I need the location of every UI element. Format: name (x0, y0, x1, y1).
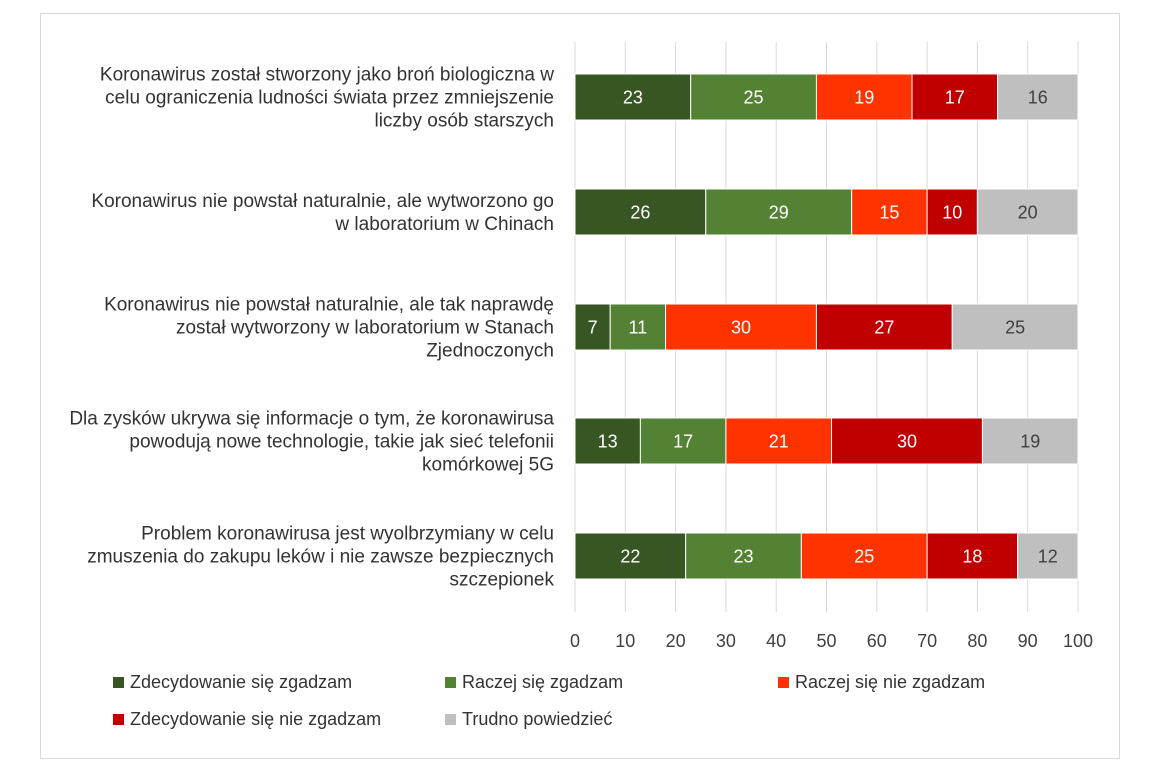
bar-segment (976, 188, 1079, 236)
bar-segment (574, 303, 611, 351)
data-label: 19 (854, 88, 874, 108)
category-label-line: Dla zysków ukrywa się informacje o tym, … (69, 409, 554, 430)
legend-swatch (778, 677, 789, 688)
data-label: 17 (945, 88, 965, 108)
bar-segment (665, 303, 817, 351)
legend-swatch (445, 714, 456, 725)
legend-label: Raczej się zgadzam (462, 672, 623, 692)
data-label: 15 (879, 203, 899, 223)
bar-segment (851, 188, 928, 236)
bar-segment (609, 303, 667, 351)
bar-segment (725, 417, 833, 465)
data-label: 25 (744, 88, 764, 108)
category-label-line: Zjednoczonych (426, 341, 554, 362)
bar-segment (926, 188, 978, 236)
bar-segment (574, 417, 641, 465)
category-label-line: powodują nowe technologie, takie jak sie… (129, 432, 554, 453)
data-label: 30 (897, 432, 917, 452)
data-label: 17 (673, 432, 693, 452)
data-label: 7 (588, 318, 598, 338)
data-labels: 23 25 19 17 16 26 29 15 10 20 7 11 30 27 25 13 17 21 30 19 2… (588, 88, 1058, 567)
category-label: Problem koronawirusa jest wyolbrzymiany … (87, 524, 554, 591)
data-label: 13 (598, 432, 618, 452)
bar-segment (831, 417, 983, 465)
category-label-line: komórkowej 5G (422, 455, 554, 476)
bar-segment (639, 417, 727, 465)
category-label-line: Problem koronawirusa jest wyolbrzymiany … (141, 524, 554, 545)
tick-label-20: 20 (666, 631, 686, 651)
bar-segment (815, 303, 953, 351)
tick-label-70: 70 (917, 631, 937, 651)
legend-label: Trudno powiedzieć (462, 709, 612, 729)
legend-label: Zdecydowanie się zgadzam (130, 672, 352, 692)
legend-swatch (113, 714, 124, 725)
tick-label-40: 40 (766, 631, 786, 651)
tick-label-10: 10 (615, 631, 635, 651)
x-axis-ticks: 0 10 20 30 40 50 60 70 80 90 100 (570, 631, 1093, 651)
bar-segment (685, 532, 802, 580)
data-label: 21 (769, 432, 789, 452)
category-label-line: zmuszenia do zakupu leków i nie zawsze b… (87, 547, 554, 568)
category-label: Koronawirus został stworzony jako broń b… (100, 65, 554, 132)
bar-segment (951, 303, 1079, 351)
category-label: Dla zysków ukrywa się informacje o tym, … (69, 409, 554, 476)
category-label-line: Koronawirus nie powstał naturalnie, ale … (91, 191, 554, 212)
data-label: 23 (623, 88, 643, 108)
category-label-line: Koronawirus nie powstał naturalnie, ale … (104, 295, 554, 316)
category-label-line: liczby osób starszych (374, 111, 554, 132)
bar-segment (1017, 532, 1079, 580)
legend-swatch (445, 677, 456, 688)
tick-label-90: 90 (1018, 631, 1038, 651)
category-label-line: szczepionek (449, 570, 554, 591)
tick-label-0: 0 (570, 631, 580, 651)
data-label: 29 (769, 203, 789, 223)
tick-label-30: 30 (716, 631, 736, 651)
data-label: 27 (874, 318, 894, 338)
bar-segment (997, 73, 1079, 121)
data-label: 23 (733, 547, 753, 567)
legend-label: Raczej się nie zgadzam (795, 672, 985, 692)
data-label: 30 (731, 318, 751, 338)
legend-swatch (113, 677, 124, 688)
category-label-line: celu ograniczenia ludności świata przez … (105, 88, 554, 109)
tick-label-80: 80 (967, 631, 987, 651)
data-label: 25 (1005, 318, 1025, 338)
category-label-line: Koronawirus został stworzony jako broń b… (100, 65, 554, 86)
data-label: 22 (620, 547, 640, 567)
bar-segment (926, 532, 1019, 580)
data-label: 16 (1028, 88, 1048, 108)
data-label: 11 (629, 318, 648, 338)
bar-segment (911, 73, 999, 121)
data-label: 18 (962, 547, 982, 567)
legend-label: Zdecydowanie się nie zgadzam (130, 709, 381, 729)
bars (574, 73, 1079, 580)
bar-segment (574, 188, 707, 236)
data-label: 19 (1020, 432, 1040, 452)
bar-segment (574, 532, 687, 580)
category-label-line: w laboratorium w Chinach (334, 214, 554, 235)
bar-segment (800, 532, 928, 580)
data-label: 25 (854, 547, 874, 567)
category-labels: Koronawirus został stworzony jako broń b… (69, 65, 554, 591)
data-label: 26 (630, 203, 650, 223)
chart-frame (40, 13, 1120, 759)
category-label: Koronawirus nie powstał naturalnie, ale … (104, 295, 554, 362)
bar-segment (981, 417, 1079, 465)
data-label: 10 (942, 203, 962, 223)
data-label: 12 (1038, 547, 1058, 567)
tick-label-50: 50 (816, 631, 836, 651)
legend: Zdecydowanie się zgadzam Raczej się zgadz… (113, 672, 985, 729)
bar-segment (815, 73, 913, 121)
data-label: 20 (1018, 203, 1038, 223)
category-label-line: został wytworzony w laboratorium w Stana… (176, 318, 554, 339)
category-label: Koronawirus nie powstał naturalnie, ale … (91, 191, 554, 235)
tick-label-60: 60 (867, 631, 887, 651)
tick-label-100: 100 (1063, 631, 1093, 651)
bar-segment (574, 73, 692, 121)
